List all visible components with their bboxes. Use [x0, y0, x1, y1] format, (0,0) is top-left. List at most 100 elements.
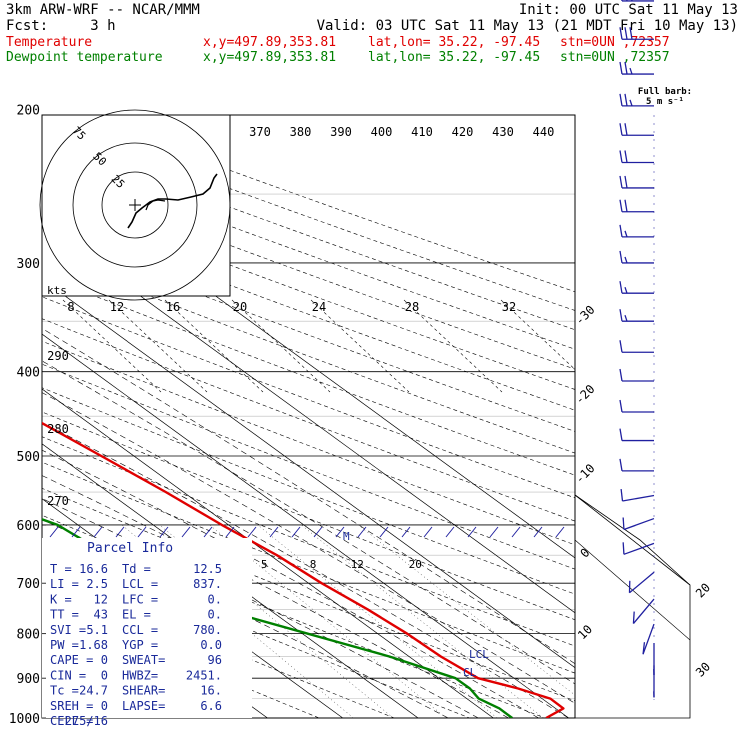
level-tick-mark [533, 526, 543, 538]
mixing-ratio-line [358, 524, 575, 696]
dry-adiabat-line [42, 571, 396, 718]
wind-barb [628, 571, 655, 594]
parcel-field: SVI = [50, 623, 86, 637]
parcel-field: YGP = [122, 638, 158, 652]
isotherm-label-right: -30 [572, 303, 597, 328]
wind-barb [619, 340, 654, 353]
speed-tick-label: 32 [502, 300, 516, 314]
isotherm-label-right: 20 [693, 580, 713, 600]
forecast-hour: Fcst: 3 h [6, 18, 116, 34]
parcel-field: 0 [101, 668, 108, 682]
parcel-field: Td = [122, 562, 151, 576]
isotherm-label-right: 30 [693, 660, 713, 680]
parcel-field: HWBZ= [122, 668, 158, 682]
dewpoint-trace [42, 518, 513, 718]
level-tick-mark [511, 526, 521, 538]
wind-barb-feather [619, 428, 623, 441]
lcl-marker: LCL [469, 648, 489, 661]
theta-label-left: 280 [47, 422, 69, 436]
parcel-field: 837. [193, 577, 222, 591]
wind-barb-feather [624, 123, 628, 136]
parcel-field: 16. [200, 684, 222, 698]
level-tick-mark [181, 526, 191, 538]
isotherm-line [42, 278, 575, 669]
mixing-ratio-line [121, 524, 354, 718]
wind-barb [619, 399, 654, 413]
temperature-trace [42, 421, 565, 718]
parcel-field: 2.5 [86, 577, 108, 591]
parcel-field: LI = [50, 577, 79, 591]
level-tick-mark [291, 526, 301, 538]
wind-barb-feather [629, 27, 633, 40]
parcel-field: 12 [94, 592, 108, 606]
sounding-profiles [42, 421, 565, 718]
level-tick-mark [489, 526, 499, 538]
speed-tick-label: 24 [312, 300, 326, 314]
wind-barb-feather [642, 642, 646, 655]
parcel-panel-bg [42, 538, 252, 718]
pressure-tick-label: 1000 [9, 712, 40, 727]
parcel-field: LAPSE= [122, 699, 165, 713]
parcel-field: 780. [193, 623, 222, 637]
wind-barb-feather [619, 61, 623, 75]
wind-barb [619, 458, 654, 472]
wind-barb [619, 93, 654, 107]
wind-barb [642, 623, 655, 655]
isotherm-label-right: -20 [572, 382, 597, 407]
level-tick-mark [247, 526, 257, 538]
full-barb-label: Full barb: [638, 87, 692, 97]
theta-label-left: 270 [47, 494, 69, 508]
isotherm-label-right: -10 [572, 461, 597, 486]
level-tick-mark [269, 526, 279, 538]
right-boundary-diag [574, 494, 691, 586]
wind-barb-feather [624, 175, 628, 189]
init-time: Init: 00 UTC Sat 11 May 13 [518, 2, 738, 18]
wind-barb [622, 542, 655, 555]
mixing-ratio-line [301, 524, 544, 718]
pressure-tick-label: 500 [17, 450, 40, 465]
parcel-field: SREH = [50, 699, 93, 713]
wind-barb-feather [624, 150, 628, 163]
wind-barb [619, 61, 654, 75]
parcel-field: K = [50, 592, 72, 606]
mixing-ratio-label: 20 [409, 558, 422, 571]
dewpoint-station: stn=0UN ,72357 [560, 50, 670, 65]
level-tick-mark [555, 526, 565, 538]
parcel-title: Parcel Info [87, 541, 173, 556]
wind-barb-feather [619, 458, 623, 471]
moist-adiabat-line [42, 422, 569, 718]
wind-barb-feather [624, 230, 628, 238]
wind-barb-shaft [623, 542, 655, 555]
parcel-field: T = [50, 562, 72, 576]
level-tick-mark [225, 526, 235, 538]
wind-barb-feather [624, 199, 628, 212]
speed-tick-label: 20 [233, 300, 247, 314]
parcel-info-panel: Parcel Info T = 16.6 Td = 12.5 LI = 2.5 LCL = 83… [42, 524, 252, 728]
speed-guide-line [164, 299, 264, 393]
moist-adiabat-line [42, 498, 479, 718]
speed-guide-line [108, 299, 208, 393]
parcel-field: TT = [50, 608, 79, 622]
wind-barb-feather [619, 368, 623, 382]
mixing-ratio-label: 12 [351, 558, 364, 571]
isotherm-line [42, 443, 419, 718]
hodograph-ring [72, 142, 198, 268]
level-tick-mark [313, 526, 323, 538]
parcel-field: 0. [208, 592, 222, 606]
level-tick-mark [423, 526, 433, 538]
parcel-field: 24.7 [79, 684, 108, 698]
hodograph-ring [39, 109, 231, 301]
valid-time: Valid: 03 UTC Sat 11 May 13 (21 MDT Fri … [316, 18, 738, 34]
pressure-tick-label: 300 [17, 257, 40, 272]
speed-guide-line [231, 299, 331, 393]
temperature-latlon: lat,lon= 35.22, -97.45 [368, 35, 541, 50]
isotherm-label-right: 10 [575, 622, 595, 642]
level-tick-mark [93, 526, 103, 538]
model-title: 3km ARW-WRF -- NCAR/MMM [6, 2, 200, 18]
wind-barb-feather [624, 314, 628, 322]
